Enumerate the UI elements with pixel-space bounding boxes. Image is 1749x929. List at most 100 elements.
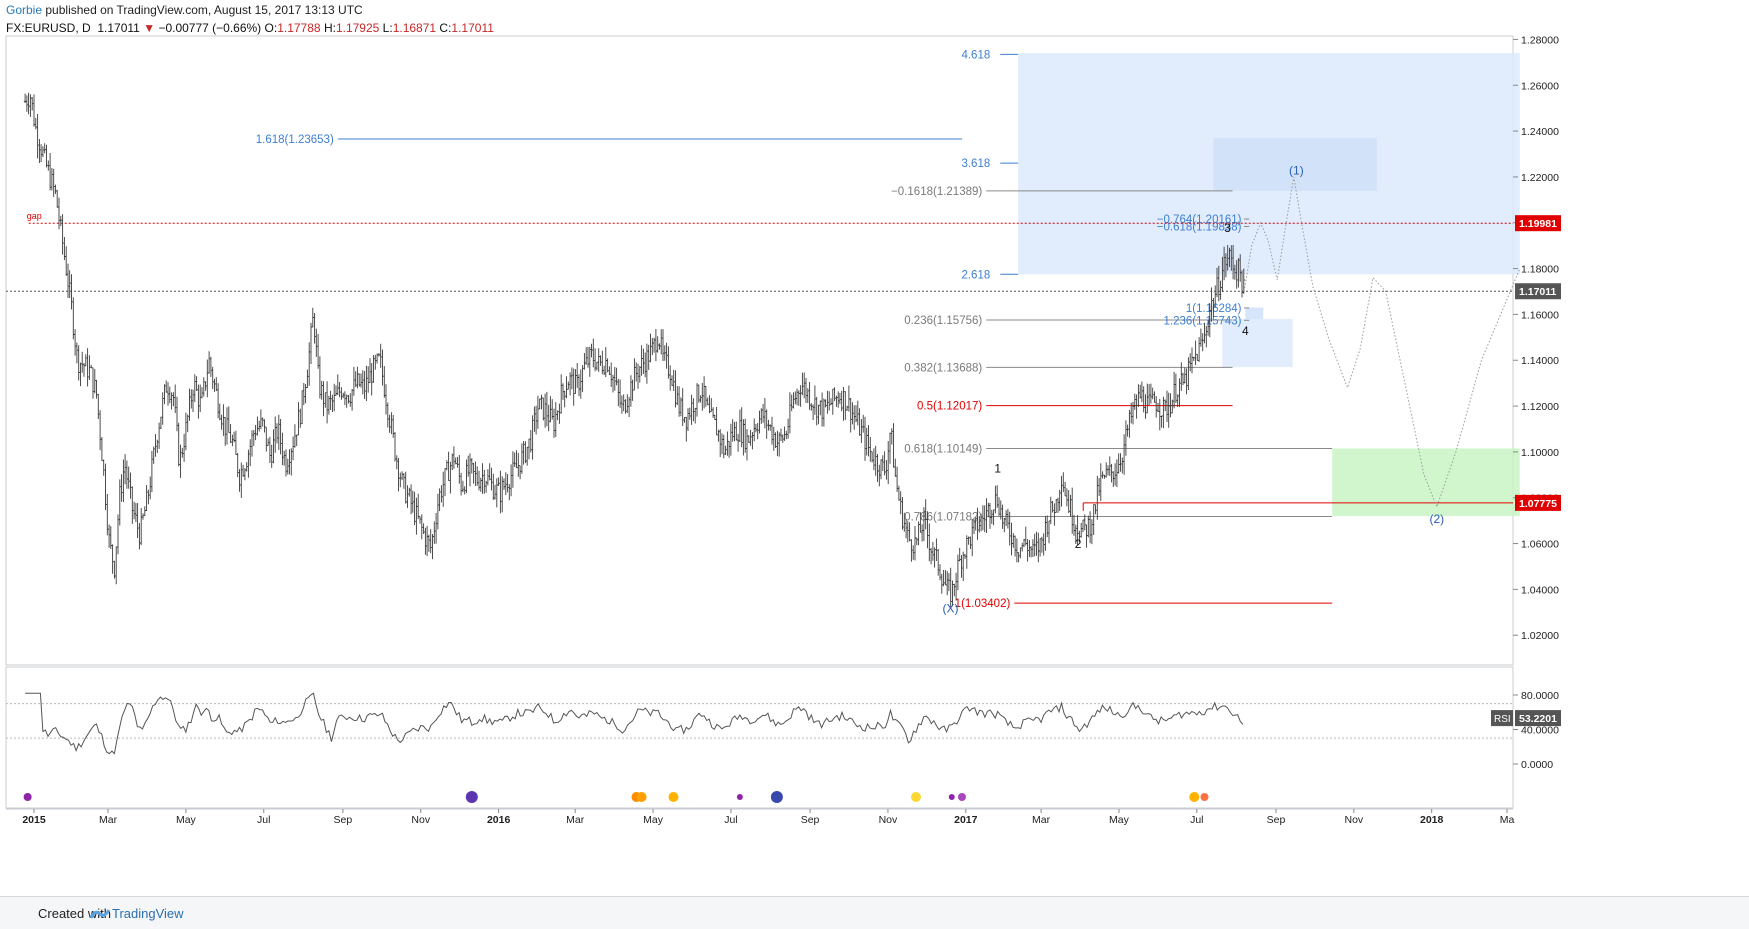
tradingview-logo-icon bbox=[90, 909, 110, 919]
x-tick-label: May bbox=[643, 814, 664, 826]
y-tick-label: 1.12000 bbox=[1521, 401, 1559, 413]
wave-label: 2 bbox=[1075, 537, 1082, 551]
retracement-label: 0.786(1.07182) bbox=[904, 511, 982, 523]
high-label: H: bbox=[323, 21, 336, 35]
x-tick-label: Mar bbox=[1032, 814, 1051, 826]
open-label: O: bbox=[264, 21, 278, 35]
footer-bar: Created with TradingView bbox=[0, 896, 1749, 929]
wave-label: 4 bbox=[1242, 324, 1249, 338]
retracement-label: 1(1.03402) bbox=[955, 598, 1011, 610]
event-dot bbox=[736, 794, 743, 800]
small-fib-label: −0.618(1.19838) bbox=[1157, 221, 1242, 233]
extension-label: 2.618 bbox=[961, 269, 990, 281]
rsi-pane-frame bbox=[5, 666, 1514, 809]
fib-extension-label: 1.618(1.23653) bbox=[256, 134, 334, 146]
x-tick-label: 2016 bbox=[487, 814, 511, 826]
zone-box-wave2-target bbox=[1332, 448, 1520, 517]
quote-line: FX:EURUSD, D 1.17011 ▼ −0.00777 (−0.66%)… bbox=[6, 20, 494, 36]
author-link[interactable]: Gorbie bbox=[6, 3, 43, 17]
x-tick-label: Jul bbox=[1190, 814, 1203, 826]
wave-label: 3 bbox=[1224, 221, 1231, 235]
event-dot bbox=[668, 792, 679, 802]
y-tick-label: 1.16000 bbox=[1521, 309, 1559, 321]
extension-label: 3.618 bbox=[961, 158, 990, 170]
x-tick-label: Jul bbox=[257, 814, 270, 826]
open-value: 1.17788 bbox=[277, 21, 321, 35]
rsi-value-bg bbox=[1515, 710, 1561, 727]
event-dot bbox=[770, 791, 783, 803]
x-tick-label: May bbox=[1109, 814, 1130, 826]
y-tick-label: 1.26000 bbox=[1521, 80, 1559, 92]
wave-label: (2) bbox=[1429, 512, 1444, 526]
y-tick-label: 1.06000 bbox=[1521, 539, 1559, 551]
wave-label: 1 bbox=[994, 462, 1001, 476]
rsi-name-bg bbox=[1491, 710, 1513, 727]
x-tick-label: May bbox=[176, 814, 197, 826]
y-tick-label: 1.24000 bbox=[1521, 126, 1559, 138]
retracement-label: 0.236(1.15756) bbox=[904, 315, 982, 327]
rsi-name-label: RSI bbox=[1494, 714, 1511, 725]
rsi-line bbox=[25, 692, 1244, 755]
symbol-label[interactable]: FX:EURUSD, D bbox=[6, 21, 91, 35]
zone-box-wave4-small bbox=[1245, 307, 1264, 319]
wave-label: (X) bbox=[942, 601, 958, 615]
x-tick-label: Sep bbox=[801, 814, 820, 826]
event-dot bbox=[465, 791, 478, 803]
retracement-label: 0.5(1.12017) bbox=[917, 401, 982, 413]
x-tick-label: 2018 bbox=[1420, 814, 1444, 826]
last-price: 1.17011 bbox=[97, 21, 140, 35]
event-dot bbox=[948, 794, 955, 800]
price-label-bg bbox=[1515, 283, 1561, 300]
event-dot bbox=[1189, 792, 1200, 802]
event-dot bbox=[636, 792, 647, 802]
zone-box-wave4-zone bbox=[1222, 318, 1293, 368]
rsi-tick-label: 40.0000 bbox=[1521, 725, 1559, 737]
y-tick-label: 1.10000 bbox=[1521, 447, 1559, 459]
price-label-bg bbox=[1515, 215, 1561, 232]
x-tick-label: 2015 bbox=[22, 814, 46, 826]
y-tick-label: 1.14000 bbox=[1521, 355, 1559, 367]
small-fib-label: 1.236(1.15743) bbox=[1163, 315, 1241, 327]
wave-label: (1) bbox=[1289, 164, 1304, 178]
price-label: 1.07775 bbox=[1519, 498, 1557, 510]
x-tick-label: Ma bbox=[1500, 814, 1515, 826]
x-tick-label: Nov bbox=[879, 814, 898, 826]
event-dot bbox=[1200, 793, 1209, 801]
close-value: 1.17011 bbox=[451, 21, 494, 35]
x-tick-label: 2017 bbox=[954, 814, 978, 826]
retracement-label: 0.618(1.10149) bbox=[904, 443, 982, 455]
y-tick-label: 1.28000 bbox=[1521, 34, 1559, 46]
price-label: 1.19981 bbox=[1519, 218, 1557, 230]
price-label: 1.17011 bbox=[1519, 286, 1557, 298]
event-dot bbox=[23, 793, 32, 801]
tradingview-brand-link[interactable]: TradingView bbox=[112, 906, 184, 921]
x-tick-label: Mar bbox=[566, 814, 585, 826]
x-tick-label: Nov bbox=[1344, 814, 1363, 826]
price-change: −0.00777 (−0.66%) bbox=[158, 21, 262, 35]
publish-info: published on TradingView.com, August 15,… bbox=[45, 3, 363, 17]
x-tick-label: Sep bbox=[334, 814, 353, 826]
retracement-label: 0.382(1.13688) bbox=[904, 362, 982, 374]
event-dot bbox=[911, 792, 922, 802]
y-tick-label: 1.04000 bbox=[1521, 584, 1559, 596]
down-arrow-icon: ▼ bbox=[143, 21, 156, 35]
low-label: L: bbox=[382, 21, 393, 35]
x-tick-label: Mar bbox=[99, 814, 118, 826]
extension-label: 4.618 bbox=[961, 49, 990, 61]
y-tick-label: 1.18000 bbox=[1521, 264, 1559, 276]
x-tick-label: Nov bbox=[411, 814, 430, 826]
rsi-tick-label: 80.0000 bbox=[1521, 690, 1559, 702]
rsi-value-label: 53.2201 bbox=[1519, 713, 1557, 725]
close-label: C: bbox=[439, 21, 452, 35]
high-value: 1.17925 bbox=[335, 21, 380, 35]
event-dot bbox=[957, 793, 966, 801]
x-tick-label: Sep bbox=[1267, 814, 1286, 826]
price-bars bbox=[23, 92, 1246, 609]
publish-header: Gorbie published on TradingView.com, Aug… bbox=[6, 2, 363, 18]
y-tick-label: 1.22000 bbox=[1521, 172, 1559, 184]
price-label-bg bbox=[1515, 494, 1561, 511]
price-chart[interactable]: 1.280001.260001.240001.220001.200001.180… bbox=[0, 0, 1749, 896]
low-value: 1.16871 bbox=[392, 21, 437, 35]
y-tick-label: 1.02000 bbox=[1521, 630, 1559, 642]
gap-label: gap bbox=[27, 211, 42, 221]
